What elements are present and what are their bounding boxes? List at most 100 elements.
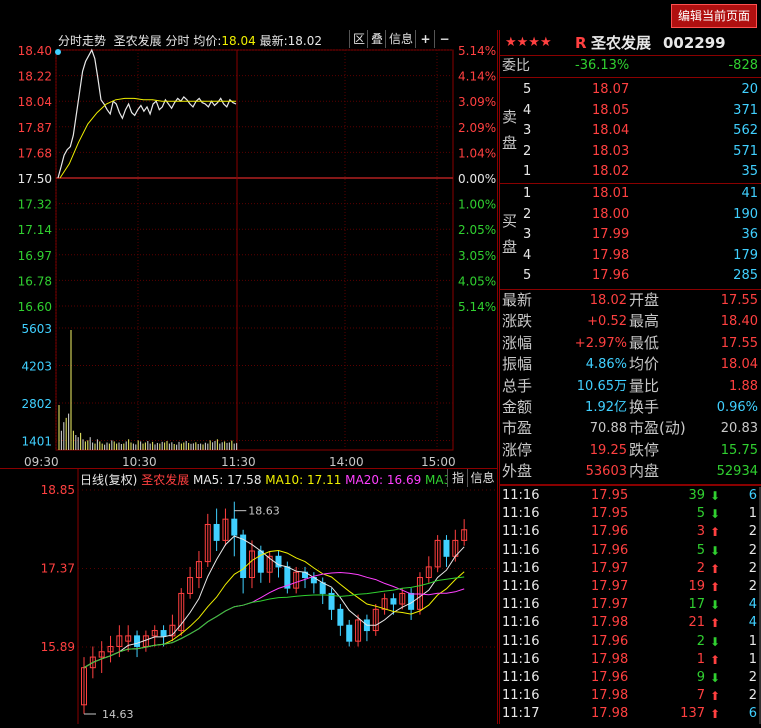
edit-current-page-button[interactable]: 编辑当前页面 <box>670 4 757 28</box>
intraday-title: 分时走势 <box>58 34 107 48</box>
candle-body <box>204 523 211 563</box>
order-volume: 35 <box>741 164 758 180</box>
weibi-pct: -36.13% <box>575 58 630 73</box>
arrow-up-icon: ⬆ <box>709 616 720 631</box>
trade-volume: 2 <box>696 633 705 649</box>
candle-body <box>416 577 423 610</box>
candle-body <box>355 619 362 642</box>
candle-body <box>293 571 300 589</box>
kline-chart-panel[interactable]: 18.85 17.37 15.89 18.63 14.63 日线(复权) 圣农发展 MA… <box>0 469 498 724</box>
trade-time: 11:16 <box>502 670 540 685</box>
tick-trade-row[interactable]: 11:16 17.97 2 ⬆ 2 <box>499 560 761 578</box>
candle-body <box>390 598 397 605</box>
tick-trade-row[interactable]: 11:16 17.98 1 ⬆ 1 <box>499 651 761 669</box>
candle-body <box>187 577 194 594</box>
tick-trade-row[interactable]: 11:16 17.97 17 ⬇ 4 <box>499 596 761 614</box>
order-level: 1 <box>523 186 532 201</box>
time-tick-label: 15:00 <box>421 455 456 468</box>
intraday-chart-panel[interactable]: 18.40 5.14% 18.22 4.14% 18.04 3.09% 17.87 2.09%… <box>0 30 498 469</box>
low-marker-label: 14.63 <box>102 708 134 721</box>
trade-time: 11:16 <box>502 615 540 631</box>
margin-badge: R <box>575 34 587 52</box>
zone-button[interactable]: 区 <box>349 30 368 48</box>
tick-trade-row[interactable]: 11:16 17.95 5 ⬇ 1 <box>499 505 761 523</box>
sell-level-row[interactable]: 4 18.05 371 <box>499 101 761 121</box>
weibi-label: 委比 <box>502 58 530 74</box>
tick-trade-row[interactable]: 11:16 17.96 2 ⬇ 1 <box>499 633 761 651</box>
sell-side-label: 卖 盘 <box>502 104 520 156</box>
tick-trade-row[interactable]: 11:17 17.98 137 ⬆ 6 <box>499 705 761 723</box>
order-volume: 41 <box>741 186 758 201</box>
sell-level-row[interactable]: 5 18.07 20 <box>499 80 761 100</box>
pct-tick-label: 5.14% <box>458 300 496 314</box>
kline-info-button[interactable]: 信息 <box>467 469 497 487</box>
stats-table: 最新 18.02 开盘 17.55 涨跌 +0.52 最高 18.40 涨幅 +2.97% 最低 17… <box>499 290 761 482</box>
sell-level-row[interactable]: 3 18.04 562 <box>499 121 761 141</box>
candle-body <box>337 608 344 626</box>
candle-body <box>195 561 202 579</box>
buy-level-row[interactable]: 4 17.98 179 <box>499 246 761 266</box>
tick-trade-row[interactable]: 11:16 17.96 5 ⬇ 2 <box>499 542 761 560</box>
sell-level-row[interactable]: 2 18.03 571 <box>499 142 761 162</box>
tick-trade-row[interactable]: 11:16 17.96 9 ⬇ 2 <box>499 669 761 687</box>
candle-body <box>425 566 432 579</box>
buy-level-row[interactable]: 2 18.00 190 <box>499 205 761 225</box>
order-level: 3 <box>523 123 532 139</box>
sell-level-row[interactable]: 1 18.02 35 <box>499 162 761 182</box>
order-price: 18.01 <box>592 186 630 201</box>
candle-body <box>240 534 247 579</box>
info-button[interactable]: 信息 <box>385 30 416 48</box>
tick-trades-list[interactable]: 11:16 17.95 39 ⬇ 6 11:16 17.95 5 ⬇ 1 11:16 17.96 3 ⬆ 2… <box>499 487 761 724</box>
trade-price: 17.97 <box>591 579 629 594</box>
stats-row: 总手 10.65万 量比 1.88 <box>499 376 761 397</box>
intraday-chart[interactable]: 18.40 5.14% 18.22 4.14% 18.04 3.09% 17.87 2.09%… <box>0 30 497 469</box>
price-tick-label: 17.14 <box>18 223 52 237</box>
avg-label: 均价: <box>193 34 222 48</box>
stat-label: 总手 <box>502 376 533 395</box>
buy-level-row[interactable]: 5 17.96 285 <box>499 266 761 286</box>
tick-trade-row[interactable]: 11:16 17.97 19 ⬆ 2 <box>499 578 761 596</box>
kline-header: 日线(复权) 圣农发展 MA5: 17.58 MA10: 17.11 MA20:… <box>80 471 482 489</box>
stat-label: 涨停 <box>502 440 533 459</box>
weibi-diff: -828 <box>728 58 758 73</box>
trade-volume: 137 <box>680 706 705 722</box>
last-label: 最新: <box>259 34 288 48</box>
stock-name: 圣农发展 <box>591 34 652 52</box>
order-level: 1 <box>523 164 532 180</box>
kline-chart[interactable]: 18.85 17.37 15.89 18.63 14.63 <box>0 469 497 724</box>
trade-count: 2 <box>748 579 757 594</box>
zoom-in-button[interactable]: + <box>415 30 435 48</box>
pct-tick-label: 1.00% <box>458 198 496 212</box>
order-price: 17.99 <box>592 227 630 243</box>
trade-price: 17.98 <box>591 706 629 722</box>
buy-level-row[interactable]: 3 17.99 36 <box>499 225 761 245</box>
trade-time: 11:16 <box>502 560 540 576</box>
trade-count: 6 <box>748 706 757 722</box>
stat-label: 开盘 <box>629 291 660 309</box>
buy-label-char: 盘 <box>502 238 518 256</box>
candle-body <box>399 592 406 605</box>
tick-trade-row[interactable]: 11:16 17.96 3 ⬆ 2 <box>499 523 761 541</box>
arrow-up-icon: ⬆ <box>709 561 720 576</box>
ma5-line <box>83 535 465 669</box>
tick-trade-row[interactable]: 11:16 17.98 21 ⬆ 4 <box>499 614 761 632</box>
tick-trade-row[interactable]: 11:16 17.98 7 ⬆ 2 <box>499 687 761 705</box>
candle-body <box>443 539 450 557</box>
intraday-header: 分时走势 圣农发展 分时 均价:18.04 最新:18.02 <box>58 32 322 50</box>
trade-time: 11:16 <box>502 688 540 704</box>
candle-body <box>381 598 388 610</box>
kline-price-label: 15.89 <box>41 640 75 654</box>
trade-volume: 9 <box>696 670 705 685</box>
order-level: 5 <box>523 82 532 97</box>
candle-body <box>346 624 353 642</box>
stat-value: 18.04 <box>720 357 758 373</box>
trade-count: 4 <box>748 615 757 631</box>
price-tick-label: 17.87 <box>18 121 52 135</box>
buy-level-row[interactable]: 1 18.01 41 <box>499 184 761 204</box>
zoom-out-button[interactable]: − <box>434 30 454 48</box>
tick-trade-row[interactable]: 11:16 17.95 39 ⬇ 6 <box>499 487 761 505</box>
candle-body <box>98 651 105 658</box>
overlay-button[interactable]: 叠 <box>367 30 386 48</box>
trades-scrollbar[interactable] <box>759 487 761 724</box>
indicator-button[interactable]: 指 <box>447 469 468 487</box>
